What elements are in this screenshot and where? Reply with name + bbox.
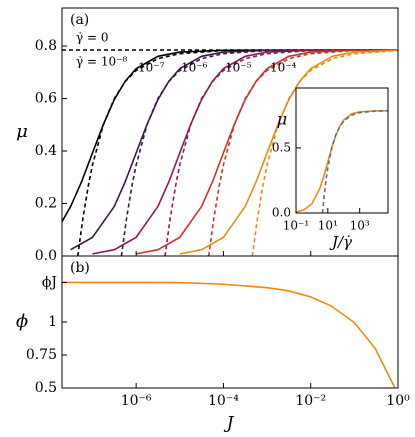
x-tick-label: 10⁻⁶: [121, 393, 152, 409]
y-tick-label: 1: [48, 314, 57, 330]
series-line: [164, 49, 398, 256]
x-axis-label: J/γ̇: [329, 233, 352, 251]
series-label: 10⁻⁷: [138, 61, 165, 75]
y-axis-label: μ: [277, 110, 287, 129]
series-label: 10⁻⁴: [270, 61, 297, 75]
y-tick-label: 0.2: [35, 196, 57, 212]
axes-frame: [295, 87, 389, 214]
x-tick-label: 10⁻¹: [283, 219, 309, 233]
y-tick-label: 0.5: [272, 140, 291, 154]
y-tick-label: 0.4: [35, 143, 57, 159]
y-axis-label: ϕ: [16, 311, 28, 332]
panel: γ̇ = 0 γ̇ = 10⁻⁸ 10⁻⁷ 10⁻⁶ 10⁻⁵ 10⁻⁴ 0.0 0.2 0.4…: [16, 7, 399, 264]
y-tick-label: ϕJ: [42, 274, 57, 290]
series-line: [62, 281, 396, 388]
x-tick-label: 10¹: [318, 219, 338, 233]
series-label: 10⁻⁶: [181, 61, 208, 75]
x-tick-label: 10⁻²: [295, 393, 326, 409]
series-line: [321, 109, 388, 213]
y-tick-label: 0.5: [35, 380, 57, 396]
series-line: [120, 49, 398, 256]
series-line: [251, 49, 398, 256]
y-tick-label: 0.75: [26, 347, 57, 363]
series-label: γ̇ = 10⁻⁸: [76, 55, 127, 69]
y-tick-label: 0.6: [35, 91, 57, 107]
series-line: [62, 49, 398, 223]
series-line: [207, 49, 398, 256]
y-tick-label: 0.0: [35, 248, 57, 264]
panel-label: (b): [70, 260, 90, 276]
x-tick-label: 10³: [350, 219, 370, 233]
y-tick-label: 0.0: [272, 206, 291, 220]
axes-frame: [61, 255, 399, 389]
panel-label: (a): [70, 12, 89, 28]
y-axis-label: μ: [16, 121, 28, 142]
x-tick-label: 10⁰: [386, 393, 410, 409]
x-axis-label: J: [224, 414, 235, 434]
x-tick-label: 10⁻⁴: [208, 393, 239, 409]
series-label: γ̇ = 0: [76, 31, 109, 45]
inset-background: [296, 88, 388, 213]
series-label: 10⁻⁵: [225, 61, 252, 75]
y-tick-label: 0.8: [35, 38, 57, 54]
panel: 10⁻¹ 10¹ 10³ 0.0 0.5 μ J/γ̇: [272, 87, 389, 251]
series-line: [76, 49, 398, 256]
